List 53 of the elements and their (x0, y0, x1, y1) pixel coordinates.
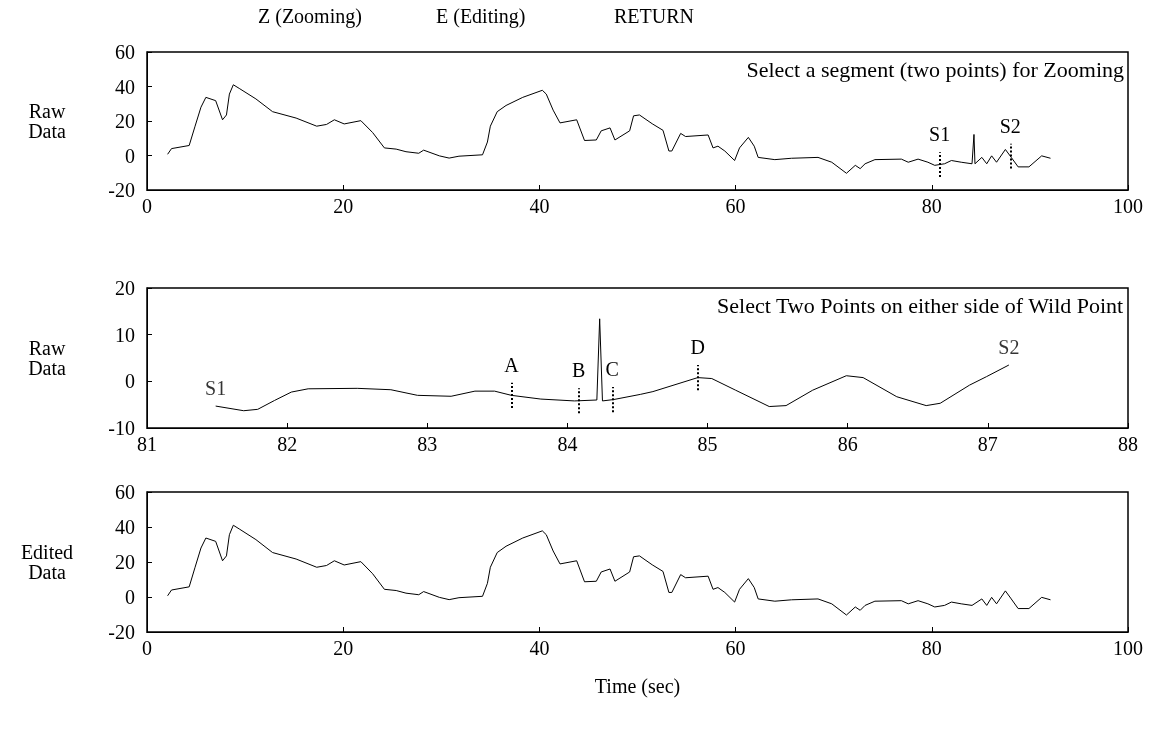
y-tick-label: 0 (125, 370, 135, 393)
line-series (167, 524, 1051, 616)
text: RETURN (614, 5, 694, 27)
x-tick-label: 86 (837, 433, 858, 455)
x-tick-label: 100 (1113, 637, 1143, 659)
y-axis-title: Raw Data (28, 337, 66, 379)
ref-line-label: D (690, 336, 705, 358)
x-axis-title: Time (sec) (594, 675, 681, 698)
text: Z (Zooming) (258, 5, 362, 28)
y-tick-label: 60 (115, 481, 135, 503)
x-tick-label: 20 (333, 637, 354, 659)
x-tick-label: 60 (725, 637, 746, 659)
x-tick-label: 80 (921, 195, 942, 217)
x-tick-label: 84 (557, 433, 578, 455)
annotation: S2 (998, 336, 1020, 358)
x-tick-label: 80 (921, 637, 942, 659)
y-tick-label: 20 (115, 551, 135, 573)
annotation: Select Two Points on either side of Wild Point (717, 292, 1124, 318)
y-tick-label: 40 (115, 75, 135, 98)
ref-line-label: B (571, 359, 586, 382)
ref-line-label: S1 (929, 123, 951, 146)
y-tick-label: 20 (115, 110, 135, 132)
y-tick-label: 20 (115, 277, 135, 299)
x-tick-label: 85 (697, 433, 718, 455)
ref-line-label: C (605, 358, 619, 381)
x-tick-label: 0 (142, 195, 152, 217)
y-tick-label: -20 (108, 621, 135, 643)
x-tick-label: 40 (529, 637, 550, 659)
x-tick-label: 60 (725, 195, 746, 217)
x-tick-label: 88 (1118, 433, 1138, 455)
y-axis-title: Raw Data (28, 100, 66, 142)
x-tick-label: 40 (529, 195, 550, 217)
annotation: S1 (205, 377, 227, 400)
y-tick-label: 40 (115, 516, 135, 538)
y-tick-label: -10 (108, 417, 135, 439)
x-tick-label: 100 (1113, 195, 1143, 217)
x-tick-label: 81 (137, 433, 157, 455)
x-tick-label: 87 (977, 433, 998, 455)
line-series (167, 84, 1051, 174)
text: E (Editing) (436, 5, 526, 28)
y-tick-label: 0 (125, 144, 135, 167)
ref-line-label: S2 (999, 114, 1021, 137)
x-tick-label: 83 (417, 433, 438, 455)
y-tick-label: 0 (125, 586, 135, 608)
annotation: Select a segment (two points) for Zooming (746, 56, 1125, 82)
x-tick-label: 82 (277, 433, 298, 455)
x-tick-label: 20 (333, 195, 354, 217)
x-tick-label: 0 (142, 637, 152, 659)
y-tick-label: -20 (108, 179, 135, 201)
y-tick-label: 60 (115, 41, 135, 63)
ref-line-label: A (504, 353, 520, 376)
y-axis-title: Edited Data (20, 541, 74, 583)
y-tick-label: 10 (115, 323, 135, 346)
